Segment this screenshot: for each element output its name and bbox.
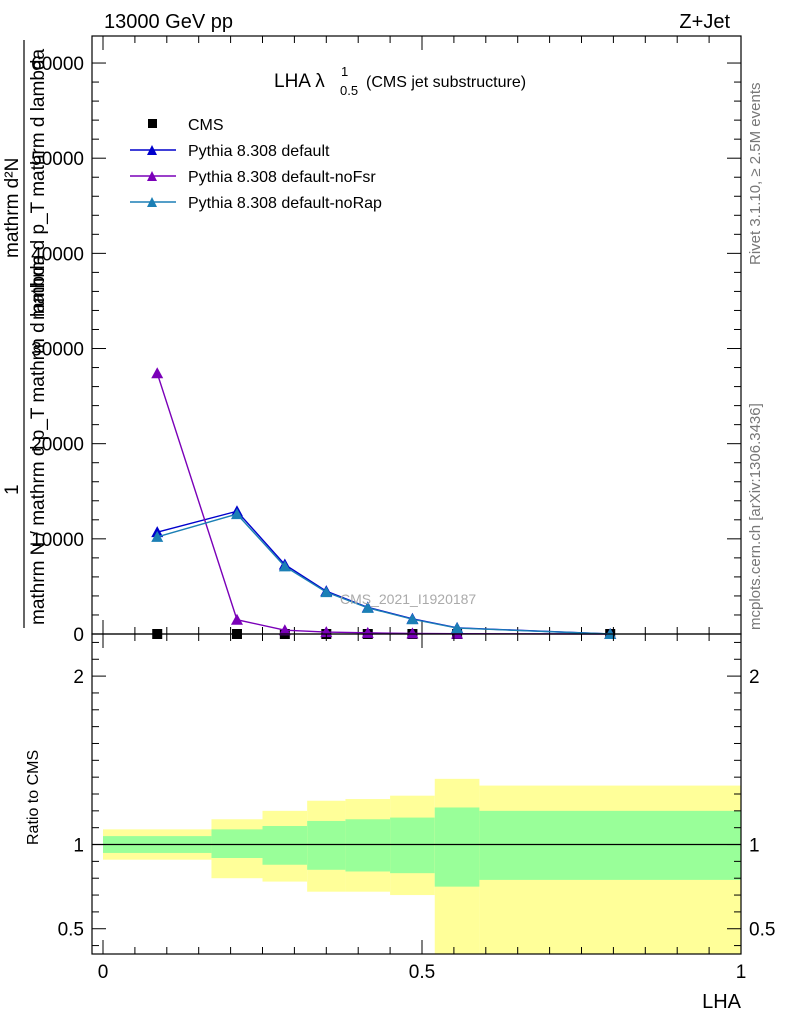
legend: CMS Pythia 8.308 default Pythia 8.308 de… [130, 117, 382, 212]
ratio-ticks: 0.5 0.51 12 20 0.5 1 [58, 634, 775, 983]
main-y-axis-label: mathrm N / mathrm d p_T mathrm d lambda … [2, 40, 49, 628]
series-2-point [230, 613, 243, 625]
main-y-tick-label: 20000 [31, 435, 84, 456]
ratio-inner-band [479, 810, 741, 880]
legend-marker-cms [148, 119, 157, 128]
main-y-tick-label: 30000 [31, 340, 84, 361]
mcplots-label: mcplots.cern.ch [arXiv:1306.3436] [747, 403, 764, 630]
legend-marker-nofsr [147, 171, 157, 181]
series-3-point [230, 508, 243, 520]
ratio-inner-band [211, 829, 263, 858]
main-y-tick-label: 40000 [31, 244, 84, 265]
series-3-point [278, 560, 291, 572]
main-y-tick-label: 50000 [31, 149, 84, 170]
series-line-1 [157, 510, 611, 635]
analysis-watermark: CMS_2021_I1920187 [340, 591, 476, 607]
ratio-y-label: Ratio to CMS [25, 750, 42, 845]
plot-title: LHA λ 1 0.5 (CMS jet substructure) [274, 64, 526, 98]
legend-marker-norap [147, 197, 157, 207]
legend-label-norap: Pythia 8.308 default-noRap [188, 195, 382, 212]
ratio-y-tick-label: 1 [73, 836, 84, 857]
x-tick-label: 0 [98, 962, 109, 983]
legend-marker-default [147, 145, 157, 155]
series-2-point [278, 624, 291, 636]
ratio-bands [103, 778, 741, 954]
header-right: Z+Jet [679, 11, 730, 33]
main-series-group [151, 367, 617, 639]
svg-text:LHA λ: LHA λ [274, 71, 325, 92]
series-2-point [361, 626, 374, 638]
series-3-point [451, 622, 464, 634]
ratio-y-tick-label: 0.5 [58, 920, 84, 941]
legend-label-nofsr: Pythia 8.308 default-noFsr [188, 169, 376, 186]
legend-label-default: Pythia 8.308 default [188, 143, 330, 160]
title-sub: 0.5 [340, 83, 358, 98]
series-line-3 [157, 513, 611, 635]
ylabel-line: mathrm N / mathrm d p_T mathrm d lambda [28, 254, 49, 625]
main-y-tick-label: 10000 [31, 530, 84, 551]
ratio-inner-band [262, 826, 308, 865]
legend-label-cms: CMS [188, 117, 224, 134]
series-3-point [361, 601, 374, 613]
x-axis-label: LHA [702, 991, 742, 1013]
ratio-inner-band [345, 819, 391, 872]
ylabel-numerator: mathrm d²N [2, 158, 23, 258]
main-y-tick-label: 60000 [31, 54, 84, 75]
ratio-inner-band [434, 807, 480, 887]
ylabel-denominator: mathrm d p_T mathrm d lambda [28, 49, 49, 320]
title-main: LHA λ [274, 71, 325, 92]
ratio-panel: 0.5 0.51 12 20 0.5 1 Ratio to CMS LHA [25, 633, 775, 1013]
series-2-point [406, 627, 419, 639]
main-y-tick-label: 0 [73, 625, 84, 646]
title-suffix: (CMS jet substructure) [366, 74, 526, 91]
ratio-y-tick-label: 2 [73, 667, 84, 688]
series-2-point [151, 367, 164, 379]
series-3-point [320, 586, 333, 598]
series-3-point [406, 613, 419, 625]
title-sup: 1 [341, 64, 348, 79]
main-panel: 0 10000 20000 30000 40000 50000 60000 LHA λ 1 … [2, 35, 742, 646]
x-tick-label: 0.5 [409, 962, 435, 983]
ylabel-prefix: 1 [2, 484, 23, 495]
series-3-point [151, 530, 164, 542]
rivet-label: Rivet 3.1.10, ≥ 2.5M events [747, 83, 764, 266]
main-y-ticks: 0 10000 20000 30000 40000 50000 60000 [31, 36, 742, 646]
ratio-y-tick-label-right: 1 [749, 836, 760, 857]
x-tick-label: 1 [736, 962, 747, 983]
ratio-inner-band [307, 820, 346, 870]
ratio-y-tick-label-right: 2 [749, 667, 760, 688]
ratio-y-tick-label-right: 0.5 [749, 920, 775, 941]
header-left: 13000 GeV pp [104, 11, 233, 33]
ratio-inner-band [390, 817, 435, 874]
